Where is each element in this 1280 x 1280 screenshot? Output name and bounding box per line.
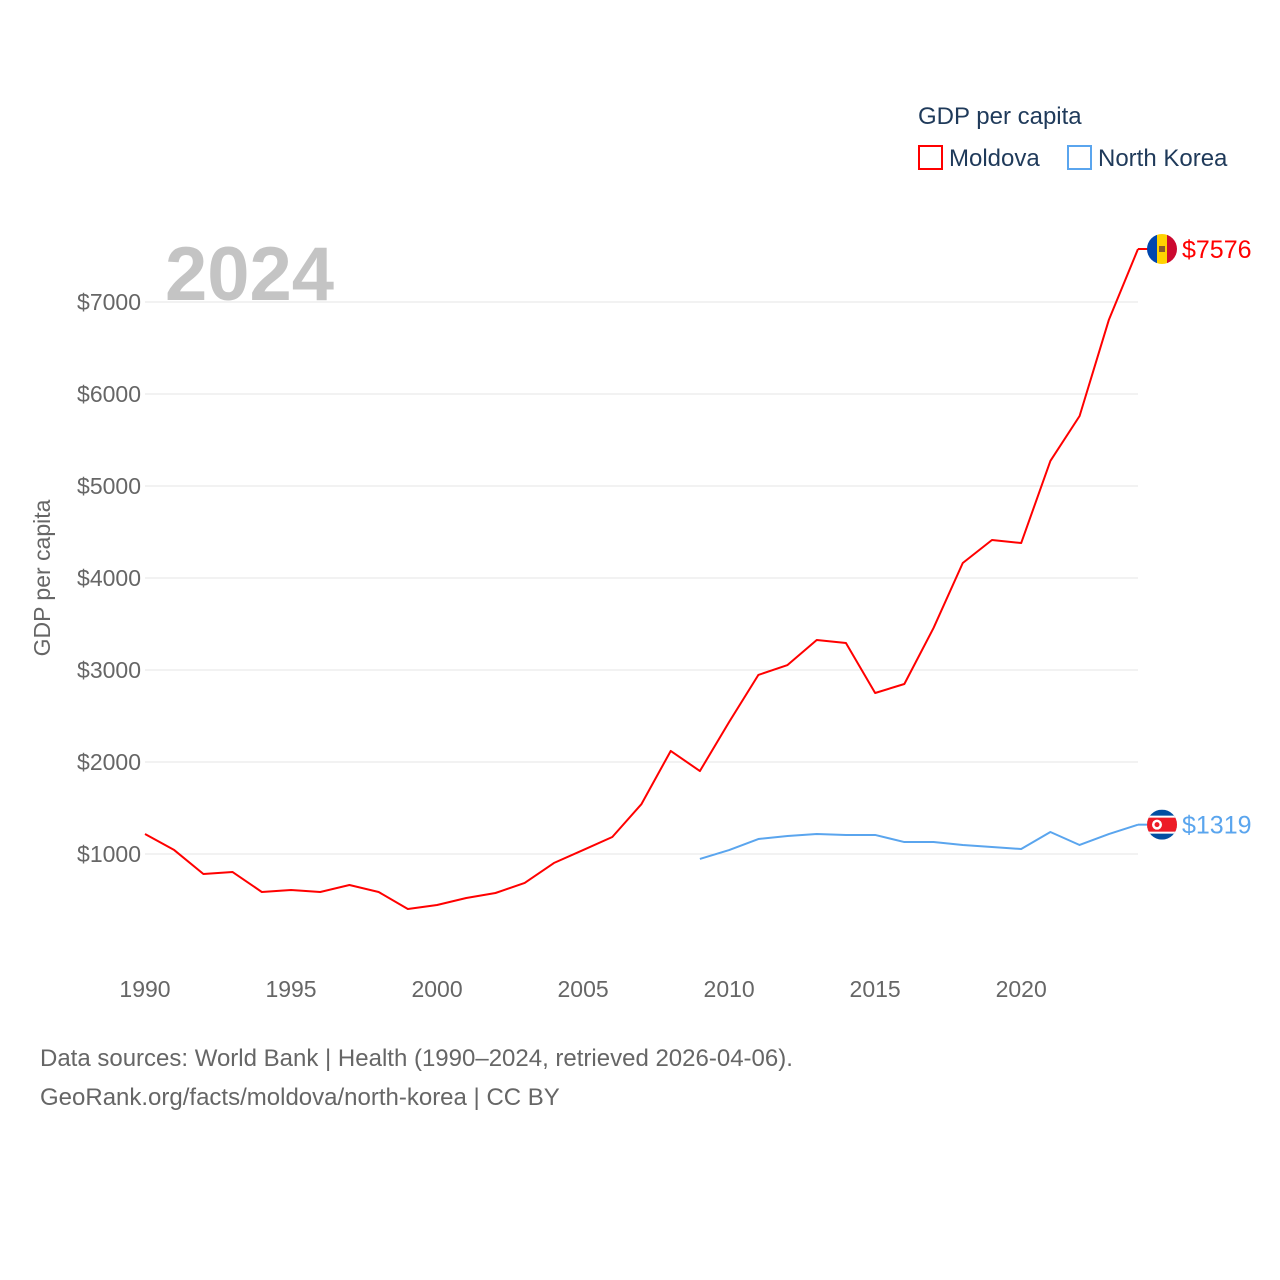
flag-body — [1147, 809, 1177, 840]
x-tick-label: 2010 — [704, 976, 755, 1002]
flag-icon-moldova — [1147, 234, 1177, 265]
legend-label-north-korea[interactable]: North Korea — [1098, 145, 1228, 172]
x-tick-label: 2005 — [558, 976, 609, 1002]
series-line-moldova — [144, 248, 1139, 911]
flag-star — [1154, 822, 1160, 828]
y-tick-label: $4000 — [77, 565, 141, 591]
year-watermark: 2024 — [165, 232, 334, 317]
y-tick-label: $6000 — [77, 381, 141, 407]
flag-body — [1147, 234, 1177, 265]
data-sources-text: Data sources: World Bank | Health (1990–… — [40, 1045, 793, 1072]
flag-stripe-red — [1167, 234, 1177, 265]
y-tick-label: $1000 — [77, 841, 141, 867]
attribution-link[interactable]: GeoRank.org/facts/moldova/north-korea | … — [40, 1084, 560, 1111]
x-tick-label: 2000 — [411, 976, 462, 1002]
x-tick-label: 2015 — [850, 976, 901, 1002]
y-tick-label: $3000 — [77, 657, 141, 683]
legend-title: GDP per capita — [918, 103, 1082, 130]
y-tick-label: $5000 — [77, 473, 141, 499]
legend-swatch-moldova — [918, 145, 943, 170]
x-tick-label: 2020 — [996, 976, 1047, 1002]
flag-icon-north-korea — [1147, 809, 1177, 840]
end-value-label-north-korea: $1319 — [1182, 812, 1252, 840]
y-tick-label: $7000 — [77, 289, 141, 315]
x-tick-label: 1990 — [119, 976, 170, 1002]
legend-swatch-north-korea — [1067, 145, 1092, 170]
legend-label-moldova[interactable]: Moldova — [949, 145, 1040, 172]
flag-stripe-blue — [1147, 234, 1157, 265]
end-value-label-moldova: $7576 — [1182, 236, 1252, 264]
y-axis-label: GDP per capita — [29, 499, 55, 656]
y-tick-label: $2000 — [77, 749, 141, 775]
series-line-north-korea — [699, 823, 1139, 860]
flag-emblem — [1159, 246, 1165, 253]
x-tick-label: 1995 — [265, 976, 316, 1002]
